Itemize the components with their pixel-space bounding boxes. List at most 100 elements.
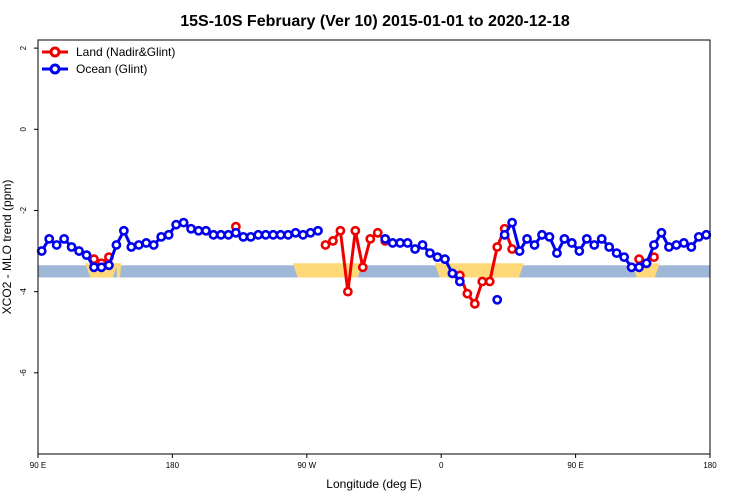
- data-point: [484, 276, 495, 287]
- data-point: [305, 227, 316, 238]
- data-point: [619, 252, 630, 263]
- data-point: [425, 248, 435, 258]
- chart-title: 15S-10S February (Ver 10) 2015-01-01 to …: [180, 13, 570, 30]
- data-point: [141, 238, 152, 248]
- data-point: [507, 244, 518, 254]
- series-1: [36, 217, 712, 305]
- data-point: [156, 231, 167, 242]
- x-axis-label: Longitude (deg E): [326, 477, 421, 491]
- data-point: [499, 229, 510, 240]
- data-point: [44, 233, 55, 244]
- data-point: [529, 240, 540, 250]
- data-point: [238, 231, 249, 242]
- data-point: [36, 246, 47, 256]
- data-point: [649, 240, 659, 250]
- x-tick-label: 180: [166, 461, 180, 470]
- data-point: [634, 262, 644, 273]
- data-point: [671, 240, 682, 250]
- data-point: [634, 254, 644, 265]
- x-tick-label: 180: [703, 461, 717, 470]
- y-tick-label: 2: [19, 45, 28, 50]
- data-point: [268, 229, 279, 240]
- data-point: [178, 217, 189, 228]
- data-point: [596, 233, 607, 244]
- data-point: [216, 229, 226, 240]
- data-point: [701, 229, 712, 240]
- data-point: [514, 246, 525, 256]
- data-point: [230, 227, 241, 238]
- data-point: [320, 240, 331, 250]
- data-point: [283, 229, 294, 240]
- series-layer: [36, 217, 712, 309]
- data-point: [118, 225, 129, 236]
- land-ocean-band: [38, 263, 710, 278]
- data-point: [275, 229, 286, 240]
- data-point: [133, 240, 144, 250]
- data-point: [678, 238, 689, 248]
- data-point: [290, 227, 301, 238]
- data-point: [335, 225, 346, 236]
- legend-label-ocean: Ocean (Glint): [76, 62, 147, 76]
- data-point: [96, 262, 107, 273]
- data-point: [626, 262, 637, 273]
- legend: Land (Nadir&Glint) Ocean (Glint): [42, 45, 175, 76]
- data-point: [611, 248, 622, 258]
- data-point: [402, 238, 413, 248]
- data-point: [462, 288, 473, 299]
- data-point: [253, 229, 264, 240]
- x-tick-label: 90 W: [297, 461, 316, 470]
- data-point: [357, 262, 368, 273]
- data-point: [328, 236, 338, 246]
- data-point: [66, 242, 77, 252]
- data-point: [74, 246, 84, 256]
- data-point: [432, 252, 443, 263]
- data-point: [51, 240, 62, 250]
- data-point: [350, 225, 361, 236]
- legend-marker-ocean: [49, 63, 61, 75]
- data-point: [171, 219, 182, 230]
- legend-marker-land: [49, 46, 61, 58]
- y-tick-label: -2: [19, 206, 28, 214]
- data-point: [223, 229, 234, 240]
- data-point: [656, 227, 667, 238]
- data-point: [313, 225, 323, 236]
- data-point: [59, 233, 70, 244]
- data-point: [492, 242, 503, 252]
- x-tick-label: 90 E: [567, 461, 583, 470]
- y-tick-label: -6: [19, 369, 28, 377]
- data-point: [342, 286, 353, 297]
- data-point: [664, 242, 674, 252]
- data-point: [581, 233, 592, 244]
- data-point: [604, 242, 615, 252]
- data-point: [469, 298, 480, 309]
- data-point: [566, 238, 577, 248]
- data-point: [193, 225, 204, 236]
- x-tick-label: 90 E: [30, 461, 46, 470]
- x-tick-label: 0: [439, 461, 444, 470]
- data-point: [245, 231, 256, 242]
- data-point: [186, 223, 196, 234]
- data-point: [81, 250, 92, 261]
- data-point: [365, 233, 376, 244]
- data-point: [208, 229, 219, 240]
- data-point: [440, 254, 450, 265]
- legend-label-land: Land (Nadir&Glint): [76, 45, 175, 59]
- data-point: [447, 268, 458, 279]
- data-point: [537, 229, 547, 240]
- data-point: [574, 246, 585, 256]
- land-band: [116, 263, 122, 278]
- data-point: [163, 229, 174, 240]
- data-point: [372, 227, 383, 238]
- data-point: [417, 240, 428, 250]
- series-line: [40, 221, 319, 269]
- data-point: [111, 240, 122, 250]
- data-point: [641, 258, 652, 269]
- data-point: [201, 225, 211, 236]
- y-tick-label: 0: [19, 127, 28, 132]
- data-point: [298, 229, 308, 240]
- y-axis: 2 0 -2 -4 -6: [19, 45, 38, 376]
- plot-frame: [37, 39, 711, 455]
- data-point: [589, 240, 600, 250]
- data-point: [492, 294, 503, 305]
